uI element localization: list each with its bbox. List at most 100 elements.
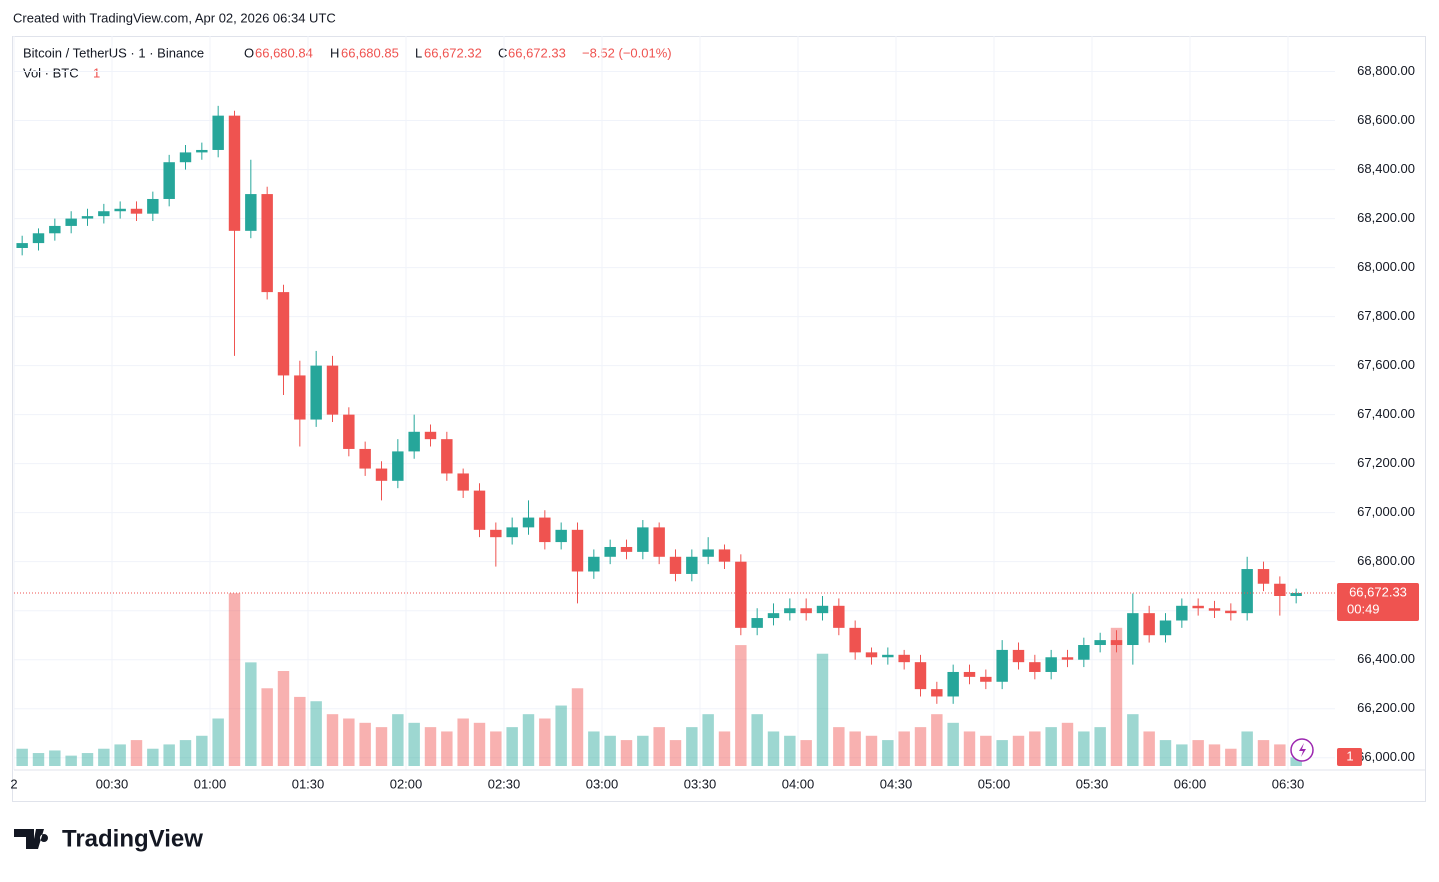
- candle-body: [261, 194, 273, 293]
- legend-high: 66,680.85: [341, 45, 399, 60]
- candle-body: [620, 546, 633, 552]
- volume-bar: [212, 718, 224, 766]
- candle-body: [849, 627, 861, 653]
- candle-body: [1029, 662, 1041, 672]
- candle-body: [947, 671, 959, 697]
- volume-bar: [702, 714, 714, 766]
- candle-body: [702, 549, 714, 557]
- volume-bar: [1029, 731, 1041, 766]
- candle-body: [16, 243, 28, 248]
- candle-body: [1274, 583, 1286, 596]
- logo-text: TradingView: [62, 825, 203, 852]
- candle-body: [865, 652, 878, 658]
- volume-bar: [408, 722, 420, 766]
- volume-bar: [1012, 735, 1025, 766]
- y-tick-label: 68,400.00: [1357, 161, 1415, 176]
- legend-symbol: Bitcoin / TetherUS · 1 · Binance: [23, 45, 204, 60]
- candle-body: [718, 549, 731, 562]
- candle-body: [277, 292, 290, 376]
- x-tick-label: 03:00: [586, 776, 619, 791]
- candle-body: [441, 439, 453, 474]
- volume-bar: [32, 753, 45, 766]
- volume-bar: [1159, 740, 1172, 766]
- candle-body: [163, 162, 175, 199]
- candle-body: [931, 689, 943, 697]
- candle-body: [294, 375, 306, 420]
- legend-close: 66,672.33: [508, 45, 566, 60]
- candle-body: [408, 431, 420, 452]
- volume-bar: [506, 727, 518, 766]
- candle-body: [571, 529, 584, 572]
- x-tick-label: 02:00: [390, 776, 423, 791]
- volume-bar: [65, 755, 77, 766]
- candle-body: [114, 208, 126, 212]
- volume-bar: [1061, 722, 1074, 766]
- candle-body: [98, 211, 110, 217]
- candle-body: [81, 216, 94, 219]
- y-tick-label: 66,000.00: [1357, 749, 1415, 764]
- candle-body: [604, 546, 616, 557]
- x-tick-label: 06:00: [1174, 776, 1207, 791]
- candle-body: [1257, 569, 1270, 584]
- x-tick-label: 00:30: [96, 776, 129, 791]
- volume-bar: [571, 688, 584, 766]
- legend-vol: Vol · BTC: [23, 65, 79, 80]
- price-badge-countdown: 00:49: [1347, 601, 1380, 616]
- volume-bar: [1257, 740, 1270, 766]
- replay-icon: [1299, 743, 1306, 757]
- volume-bar: [81, 753, 94, 766]
- candle-body: [1208, 608, 1221, 611]
- candle-body: [1159, 620, 1172, 636]
- candle-body: [1110, 640, 1123, 646]
- legend-l: L: [415, 45, 422, 60]
- y-tick-label: 68,200.00: [1357, 210, 1415, 225]
- volume-bar: [751, 714, 763, 766]
- candle-body: [1078, 645, 1090, 660]
- volume-bar: [343, 718, 355, 766]
- y-tick-label: 67,200.00: [1357, 455, 1415, 470]
- price-badge: [1337, 582, 1419, 621]
- y-tick-label: 66,400.00: [1357, 651, 1415, 666]
- volume-bar: [277, 671, 290, 766]
- volume-bar: [882, 740, 894, 766]
- volume-bar: [800, 740, 812, 766]
- legend-c: C: [498, 45, 507, 60]
- volume-bar: [539, 718, 551, 766]
- volume-bar: [424, 727, 437, 766]
- volume-bar: [473, 722, 486, 766]
- volume-bar: [735, 645, 747, 766]
- candle-body: [326, 365, 339, 415]
- candle-body: [1045, 657, 1057, 672]
- volume-bar: [1094, 727, 1106, 766]
- candle-body: [980, 676, 992, 682]
- candle-body: [522, 517, 535, 528]
- volume-bar: [310, 701, 322, 766]
- candle-body: [343, 414, 355, 449]
- candle-body: [539, 517, 551, 543]
- candle-body: [767, 613, 780, 619]
- volume-bar: [898, 731, 910, 766]
- y-tick-label: 68,600.00: [1357, 112, 1415, 127]
- candle-body: [735, 561, 747, 628]
- volume-bar: [228, 593, 241, 766]
- candle-body: [457, 473, 469, 491]
- volume-bar: [1241, 731, 1253, 766]
- candle-body: [424, 431, 437, 440]
- x-tick-label: 05:30: [1076, 776, 1109, 791]
- candle-body: [506, 527, 518, 538]
- volume-bar: [833, 727, 845, 766]
- volume-bar: [816, 653, 829, 766]
- volume-bar: [163, 744, 175, 766]
- volume-bar: [1208, 744, 1221, 766]
- x-tick-label: 02:30: [488, 776, 521, 791]
- volume-badge: [1337, 748, 1362, 766]
- legend-low: 66,672.32: [424, 45, 482, 60]
- volume-bar: [196, 735, 208, 766]
- volume-bar: [245, 662, 257, 766]
- candle-body: [245, 194, 257, 231]
- volume-bar: [588, 731, 600, 766]
- volume-bar: [114, 744, 126, 766]
- volume-bar: [147, 748, 159, 766]
- volume-bar: [261, 688, 273, 766]
- volume-bar: [392, 714, 404, 766]
